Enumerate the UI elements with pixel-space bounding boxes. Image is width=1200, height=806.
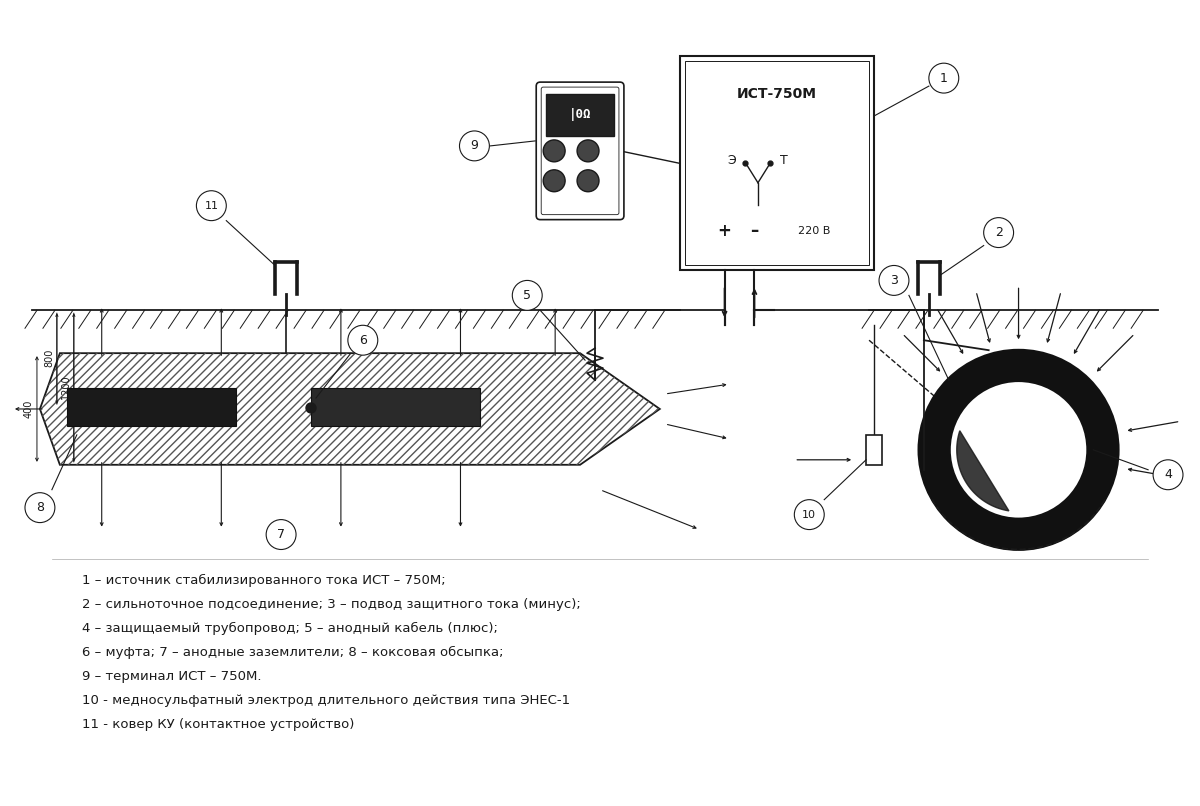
Circle shape — [984, 218, 1014, 247]
Text: 1200: 1200 — [61, 375, 71, 399]
Text: 4 – защищаемый трубопровод; 5 – анодный кабель (плюс);: 4 – защищаемый трубопровод; 5 – анодный … — [82, 622, 498, 635]
Circle shape — [544, 170, 565, 192]
Polygon shape — [956, 430, 1009, 511]
Circle shape — [919, 350, 1118, 550]
Text: 11: 11 — [204, 201, 218, 210]
Circle shape — [460, 131, 490, 161]
Circle shape — [512, 280, 542, 310]
Text: 8: 8 — [36, 501, 44, 514]
Text: 10 - медносульфатный электрод длительного действия типа ЭНЕС-1: 10 - медносульфатный электрод длительног… — [82, 694, 570, 707]
Circle shape — [577, 170, 599, 192]
Circle shape — [794, 500, 824, 530]
Bar — [311, 388, 480, 426]
Bar — [67, 388, 236, 426]
Text: 400: 400 — [24, 400, 34, 418]
Text: 5: 5 — [523, 289, 532, 302]
Text: 220 В: 220 В — [798, 226, 830, 235]
FancyBboxPatch shape — [536, 82, 624, 219]
Text: ИСТ-750М: ИСТ-750М — [737, 87, 817, 101]
Text: 3: 3 — [890, 274, 898, 287]
Circle shape — [544, 140, 565, 162]
FancyBboxPatch shape — [541, 87, 619, 214]
Text: 11 - ковер КУ (контактное устройство): 11 - ковер КУ (контактное устройство) — [82, 718, 354, 731]
Circle shape — [1153, 459, 1183, 490]
Circle shape — [306, 403, 316, 413]
Text: 800: 800 — [44, 349, 54, 368]
Bar — [546, 94, 614, 136]
Text: 9: 9 — [470, 139, 479, 152]
Circle shape — [25, 492, 55, 522]
Text: 1: 1 — [940, 72, 948, 85]
Circle shape — [197, 191, 227, 221]
Bar — [679, 56, 874, 271]
Bar — [685, 61, 869, 265]
Text: –: – — [750, 222, 758, 239]
Text: Т: Т — [780, 154, 788, 168]
Text: 4: 4 — [1164, 468, 1172, 481]
Text: 6 – муфта; 7 – анодные заземлители; 8 – коксовая обсыпка;: 6 – муфта; 7 – анодные заземлители; 8 – … — [82, 646, 503, 659]
Circle shape — [577, 140, 599, 162]
Circle shape — [348, 326, 378, 355]
Text: 1 – источник стабилизированного тока ИСТ – 750М;: 1 – источник стабилизированного тока ИСТ… — [82, 575, 445, 588]
Text: Э: Э — [727, 154, 736, 168]
Text: 2 – сильноточное подсоединение; 3 – подвод защитного тока (минус);: 2 – сильноточное подсоединение; 3 – подв… — [82, 598, 581, 611]
Bar — [866, 435, 882, 465]
Text: 2: 2 — [995, 226, 1002, 239]
Circle shape — [950, 382, 1086, 517]
Circle shape — [880, 265, 908, 295]
Text: 10: 10 — [803, 509, 816, 520]
Polygon shape — [40, 353, 660, 465]
Text: 7: 7 — [277, 528, 286, 541]
Circle shape — [929, 63, 959, 93]
Text: 6: 6 — [359, 334, 367, 347]
Text: |0Ω: |0Ω — [569, 109, 592, 122]
Text: +: + — [718, 222, 732, 239]
Circle shape — [266, 520, 296, 550]
Text: 9 – терминал ИСТ – 750М.: 9 – терминал ИСТ – 750М. — [82, 670, 262, 683]
